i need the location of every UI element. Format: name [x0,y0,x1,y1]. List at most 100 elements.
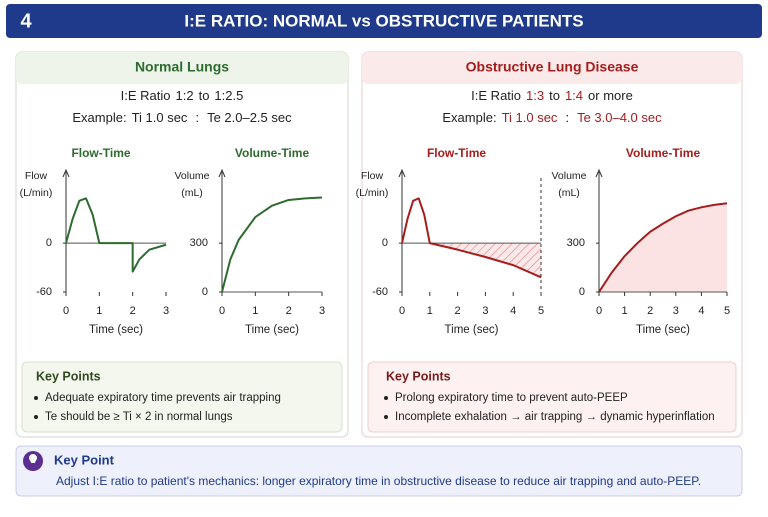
keypoint-item: Te should be ≥ Ti × 2 in normal lungs [45,411,233,423]
panel-title: Normal Lungs [135,59,229,75]
footer-text: Adjust I:E ratio to patient's mechanics:… [56,474,701,488]
series-line [401,197,542,279]
x-tick-label: 1 [427,305,433,317]
text-part: 1:2.5 [214,88,243,103]
x-tick-label: 1 [252,305,258,317]
obstructive-panel-header [362,52,742,84]
x-tick-label: 2 [130,305,136,317]
y-tick-label: -60 [372,286,388,298]
x-tick-label: 5 [724,305,730,317]
text-part: : [565,110,569,125]
x-tick-label: 5 [538,305,544,317]
footer-title: Key Point [54,452,115,467]
series-line [221,196,323,293]
y-tick-label: 300 [567,237,585,249]
header-title: I:E RATIO: NORMAL vs OBSTRUCTIVE PATIENT… [184,11,583,30]
y-axis-arrow [398,168,406,178]
header-bar [6,4,762,38]
x-tick-label: 1 [622,305,628,317]
text-part: Te 2.0–2.5 sec [207,110,292,125]
normal-keypoints-box [21,361,343,433]
x-tick-label: 2 [647,305,653,317]
chart-title: Volume-Time [235,146,310,160]
y-axis-arrow [595,168,603,178]
obstructive-keypoints-box [367,361,737,433]
keypoint-item: Adequate expiratory time prevents air tr… [45,392,281,404]
y-tick-label: 0 [382,237,388,249]
x-tick-label: 0 [63,305,69,317]
ratio-line: I:E Ratio 1:3 to 1:4 or more [471,88,633,103]
y-axis-label: Volume [551,170,586,182]
series-line [65,197,167,273]
text-part: or more [588,88,633,103]
panel-title: Obstructive Lung Disease [466,59,639,75]
x-tick-label: 3 [319,305,325,317]
bulb-glyph [29,454,37,463]
x-tick-label: 0 [219,305,225,317]
x-tick-label: 0 [399,305,405,317]
y-tick-label: 0 [579,286,585,298]
keypoints-title: Key Points [36,369,101,383]
y-tick-label: 0 [46,237,52,249]
text-part: I:E Ratio [471,88,521,103]
y-axis-label: (mL) [558,187,580,199]
normal-panel-header [16,52,348,84]
chart-title: Flow-Time [427,146,486,160]
y-axis-label: Flow [361,170,384,182]
text-part: : [195,110,199,125]
y-axis-arrow [62,168,70,178]
x-tick-label: 2 [455,305,461,317]
keypoint-item: Prolong expiratory time to prevent auto-… [395,392,628,404]
bullet [384,415,388,419]
x-tick-label: 3 [673,305,679,317]
chart-title: Volume-Time [626,146,701,160]
text-part: Ti 1.0 sec [132,110,188,125]
area-fill [599,203,727,292]
y-axis-label: (L/min) [20,187,53,199]
y-axis-label: (L/min) [356,187,389,199]
series-line [598,202,728,293]
text-part: Ti 1.0 sec [502,110,558,125]
x-tick-label: 4 [510,305,516,317]
text-part: Te 3.0–4.0 sec [577,110,662,125]
bullet [34,396,38,400]
text-part: 1:4 [565,88,583,103]
keypoint-item: Incomplete exhalation → air trapping → d… [395,411,715,423]
x-axis-label: Time (sec) [445,324,499,336]
x-axis-label: Time (sec) [636,324,690,336]
y-tick-label: 0 [202,286,208,298]
x-axis-label: Time (sec) [89,324,143,336]
y-axis-label: (mL) [181,187,203,199]
x-tick-label: 2 [286,305,292,317]
y-axis-arrow [218,168,226,178]
footer-box [15,445,743,497]
x-tick-label: 3 [482,305,488,317]
area-hatch [429,243,541,278]
text-part: to [199,88,210,103]
x-tick-label: 3 [163,305,169,317]
y-axis-label: Volume [174,170,209,182]
x-axis-label: Time (sec) [245,324,299,336]
y-axis-label: Flow [25,170,48,182]
ratio-line: I:E Ratio 1:2 to 1:2.5 [121,88,244,103]
y-tick-label: -60 [36,286,52,298]
x-tick-label: 4 [698,305,704,317]
y-tick-label: 300 [190,237,208,249]
header-number: 4 [20,10,32,32]
text-part: I:E Ratio [121,88,171,103]
text-part: to [549,88,560,103]
text-part: Example: [72,110,126,125]
chart-title: Flow-Time [71,146,130,160]
keypoints-title: Key Points [386,369,451,383]
x-tick-label: 1 [96,305,102,317]
example-line: Example: Ti 1.0 sec: Te 3.0–4.0 sec [442,110,662,125]
bullet [384,396,388,400]
example-line: Example: Ti 1.0 sec: Te 2.0–2.5 sec [72,110,292,125]
text-part: Example: [442,110,496,125]
x-tick-label: 0 [596,305,602,317]
bullet [34,415,38,419]
text-part: 1:3 [526,88,544,103]
text-part: 1:2 [176,88,194,103]
